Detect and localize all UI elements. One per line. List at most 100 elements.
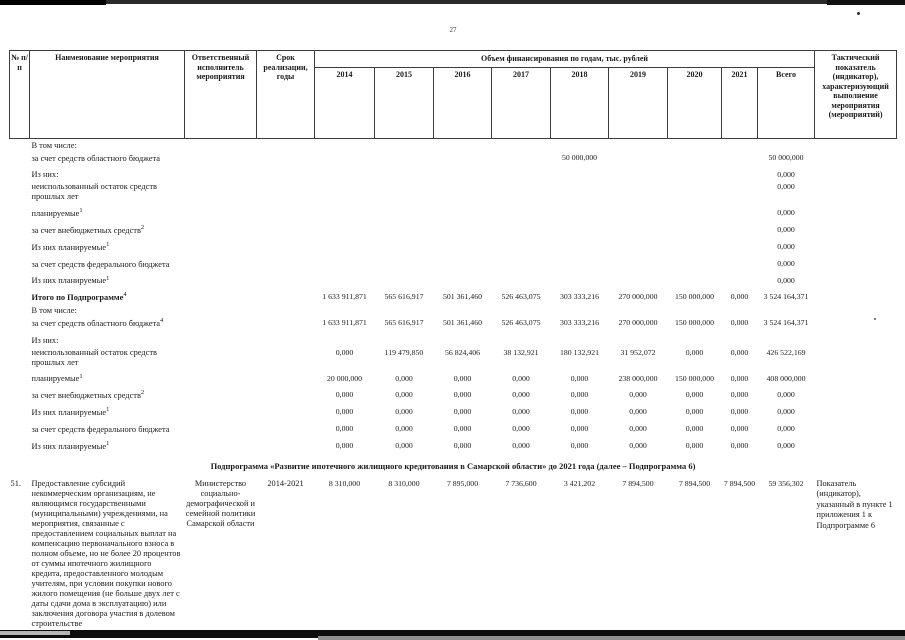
row-number-cell [10,254,30,271]
row-indicator-cell [815,402,897,419]
cell-2016 [434,304,492,317]
cell-total: 0,000 [777,390,795,400]
cell-2021: 0,000 [730,440,749,450]
cell-2016: 501 361,460 [443,292,482,302]
row-number-cell [10,152,30,165]
cell-2019: 270 000,000 [618,317,658,327]
cell-total: 0,000 [777,407,795,417]
cell-2016 [434,139,492,152]
cell-total: 0,000 [777,423,795,433]
cell-2015 [375,220,434,237]
cell-2020 [668,254,722,271]
row-label: Из них планируемые [31,441,107,451]
cell-2015 [375,165,434,182]
scan-artifact-bottom-gray [318,636,905,640]
cell-2017 [492,304,551,317]
cell-2021 [722,330,758,347]
cell-2019: 31 952,072 [620,347,656,357]
col-header-year-2019: 2019 [608,67,668,139]
row-indicator-cell [815,436,897,453]
col-header-year-2020: 2020 [667,67,722,139]
table-row: Из них: [10,330,897,347]
table-row: В том числе: [10,304,897,317]
cell-2018 [551,220,609,237]
table-row: планируемые1 20 000,000 0,000 0,000 0,00… [10,369,897,386]
cell-2018: 303 333,216 [560,317,599,327]
row-indicator-cell [815,139,897,152]
cell-2020 [668,203,722,220]
table-row: за счет средств федерального бюджета 0,0… [10,419,897,436]
cell-total: 3 524 164,371 [763,317,809,327]
cell-2020 [668,330,722,347]
scan-dot-icon [857,12,860,15]
cell-total: 0,000 [777,225,795,235]
table-row: за счет средств федерального бюджета 0,0… [10,254,897,271]
cell-2017: 7 736,600 [505,478,537,488]
row-number-cell [10,369,30,386]
col-header-financing: Объем финансирования по годам, тыс. рубл… [313,50,816,68]
cell-2017: 526 463,075 [501,292,541,302]
cell-2019 [609,152,668,165]
cell-total: 0,000 [777,208,795,218]
cell-2015 [375,237,434,254]
cell-2014 [315,254,375,271]
cell-2015 [375,203,434,220]
cell-2015 [375,304,434,317]
table-row: Из них планируемые1 0,000 [10,237,897,254]
row-indicator-cell [815,271,897,288]
cell-2019: 0,000 [629,440,647,450]
row-label-footnote: 4 [159,316,164,324]
row-label-footnote: 1 [106,240,110,248]
cell-total [758,304,815,317]
row-label: за счет внебюджетных средств [31,391,141,401]
row-label: неиспользованный остаток средств прошлых… [31,182,158,202]
cell-2014: 0,000 [335,423,354,433]
table-row-51: 51. Предоставление субсидий некоммерческ… [10,474,897,630]
cell-2021 [722,220,758,237]
table-row: Из них планируемые1 0,000 0,000 0,000 0,… [10,436,897,453]
cell-2014: 0,000 [335,347,354,357]
row-label: за счет средств областного бюджета [31,318,160,328]
cell-2018: 0,000 [570,407,589,417]
cell-2018 [551,203,609,220]
cell-2015 [375,330,434,347]
table-row: за счет внебюджетных средств2 0,000 [10,220,897,237]
row-indicator-cell [815,254,897,271]
col-header-year-2018: 2018 [550,67,609,139]
col-header-year-2021: 2021 [721,67,758,139]
row-indicator-cell [815,165,897,182]
cell-2020: 0,000 [685,423,704,433]
row-indicator-cell [815,287,897,304]
page-number: 27 [449,26,457,34]
cell-2017: 0,000 [512,440,530,450]
table-row: неиспользованный остаток средств прошлых… [10,181,897,203]
cell-2014 [315,181,375,203]
row-label-footnote: 1 [106,406,110,414]
cell-2021: 0,000 [730,423,749,433]
cell-2018 [551,237,609,254]
cell-total: 0,000 [777,169,795,179]
cell-2020: 0,000 [685,390,704,400]
table-row: В том числе: [10,139,897,152]
cell-2018: 0,000 [570,373,589,383]
cell-2018 [551,271,609,288]
row-label: Из них: [31,335,59,345]
cell-2016 [434,181,492,203]
cell-2021 [722,152,758,165]
cell-2021: 0,000 [730,373,749,383]
cell-2016 [434,254,492,271]
cell-2019: 0,000 [629,390,647,400]
row-number: 51. [10,478,21,488]
row-label: В том числе: [31,140,77,150]
scan-artifact-top-band [0,0,905,4]
summary-rows: В том числе: за счет средств областного … [10,139,897,453]
row-label-footnote: 1 [79,207,83,215]
cell-2019 [609,165,668,182]
row-number-cell [10,402,30,419]
cell-2015 [375,181,434,203]
row-indicator-cell [815,369,897,386]
cell-2016: 0,000 [453,440,472,450]
row-label: за счет средств областного бюджета [31,153,160,163]
cell-2014 [315,271,375,288]
cell-2017: 0,000 [512,423,530,433]
